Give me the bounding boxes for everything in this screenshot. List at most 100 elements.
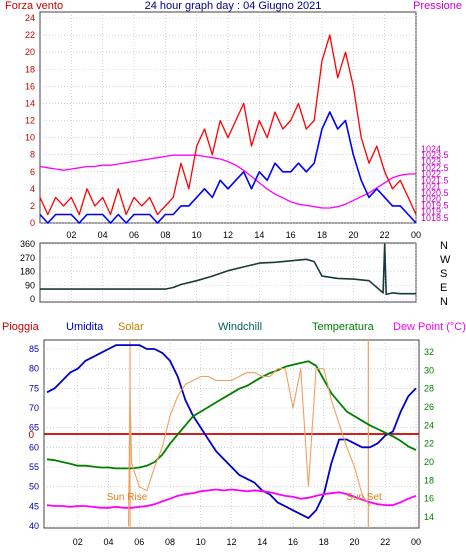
compass-label: N: [440, 240, 448, 252]
y-tick-label: 75: [29, 383, 39, 393]
y-tick-label: 50: [29, 482, 39, 492]
x-tick-label: 14: [257, 537, 267, 547]
y-tick-label: 30: [424, 365, 434, 375]
x-tick-label: 02: [66, 230, 76, 240]
y-tick-label: 2: [30, 201, 35, 211]
rain-value-label: 0: [28, 430, 34, 441]
humidity-line: [46, 344, 417, 519]
y-tick-label: 14: [25, 98, 35, 108]
legend-entry: Temperatura: [312, 321, 375, 333]
x-tick-label: 08: [165, 537, 175, 547]
y-tick-label: 16: [25, 81, 35, 91]
y-tick-label: 1022.5: [421, 163, 449, 173]
sunrise-annotation: Sun Rise: [107, 492, 148, 503]
pressure-line: [39, 154, 416, 209]
x-tick-label: 20: [349, 537, 359, 547]
pressure-axis-label: Pressione: [413, 0, 462, 12]
y-tick-label: 26: [424, 402, 434, 412]
chart-title: 24 hour graph day : 04 Giugno 2021: [145, 0, 322, 12]
temperature-humidity-x-ticks: 02 04 06 08 10 12 14 16 18 20 22 00: [73, 537, 421, 547]
y-tick-label: 55: [29, 462, 39, 472]
sunset-annotation: Sun Set: [346, 492, 382, 503]
y-tick-label: 1023: [421, 156, 441, 166]
y-tick-label: 1024: [421, 144, 441, 154]
compass-label: E: [440, 282, 447, 294]
x-tick-label: 22: [380, 230, 390, 240]
temperature-y-ticks: 14 16 18 20 22 24 26 28 30 32: [424, 347, 434, 522]
y-tick-label: 18: [424, 475, 434, 485]
y-tick-label: 24: [25, 13, 35, 23]
y-tick-label: 65: [29, 423, 39, 433]
x-tick-label: 10: [192, 230, 202, 240]
y-tick-label: 22: [25, 30, 35, 40]
dewpoint-line: [46, 488, 417, 509]
y-tick-label: 1021: [421, 182, 441, 192]
humidity-y-ticks: 40 45 50 55 60 65 70 75 80 85: [29, 344, 39, 531]
x-tick-label: 18: [317, 230, 327, 240]
x-tick-label: 00: [411, 537, 421, 547]
wind_avg-line: [39, 111, 417, 224]
y-tick-label: 16: [424, 494, 434, 504]
wind-direction-line: [40, 243, 416, 296]
wind-pressure-x-ticks: 02 04 06 08 10 12 14 16 18 20 22 00: [66, 230, 421, 240]
y-tick-label: 4: [30, 184, 35, 194]
x-tick-label: 06: [134, 537, 144, 547]
x-tick-label: 12: [223, 230, 233, 240]
y-tick-label: 22: [424, 439, 434, 449]
y-tick-label: 60: [29, 442, 39, 452]
y-tick-label: 1019: [421, 207, 441, 217]
y-tick-label: 1020.5: [421, 188, 449, 198]
y-tick-label: 1021.5: [421, 175, 449, 185]
wind_gust-line: [39, 34, 417, 216]
x-tick-label: 12: [226, 537, 236, 547]
legend-entry: Pioggia: [2, 321, 40, 333]
y-tick-label: 1023.5: [421, 150, 449, 160]
y-tick-label: 85: [29, 344, 39, 354]
x-tick-label: 10: [196, 537, 206, 547]
temperature-humidity-panel: 40 45 50 55 60 65 70 75 80 85 14 16 18 20 22 24 26 28 30 3…: [2, 321, 466, 547]
temperature-line: [46, 360, 417, 470]
y-tick-label: 180: [20, 267, 35, 277]
legend-entry: Solar: [118, 321, 144, 333]
legend-entry: Dew Point (°C): [393, 321, 466, 333]
wind-pressure-grid: [40, 12, 417, 224]
x-tick-label: 02: [73, 537, 83, 547]
compass-label: S: [440, 268, 447, 280]
wind-direction-series: [40, 243, 416, 296]
x-tick-label: 16: [286, 230, 296, 240]
y-tick-label: 1020: [421, 194, 441, 204]
y-tick-label: 12: [25, 116, 35, 126]
y-tick-label: 0: [30, 218, 35, 228]
y-tick-label: 24: [424, 420, 434, 430]
y-tick-label: 0: [30, 294, 35, 304]
legend-entry: Umidita: [66, 321, 104, 333]
y-tick-label: 90: [25, 280, 35, 290]
y-tick-label: 20: [424, 457, 434, 467]
wind-pressure-series: [39, 34, 417, 224]
y-tick-label: 20: [25, 47, 35, 57]
compass-label: N: [440, 296, 448, 308]
wind-force-axis-label: Forza vento: [5, 0, 63, 12]
x-tick-label: 18: [319, 537, 329, 547]
x-tick-label: 00: [411, 230, 421, 240]
wind-direction-y-ticks: 0 90 180 270 360: [20, 239, 35, 304]
x-tick-label: 22: [380, 537, 390, 547]
y-tick-label: 45: [29, 501, 39, 511]
y-tick-label: 270: [20, 253, 35, 263]
x-tick-label: 04: [98, 230, 108, 240]
solar-line: [127, 368, 371, 527]
x-tick-label: 16: [288, 537, 298, 547]
legend: Pioggia Umidita Solar Windchill Temperatura D…: [2, 321, 466, 333]
y-tick-label: 360: [20, 239, 35, 249]
x-tick-label: 08: [160, 230, 170, 240]
legend-entry: Windchill: [218, 321, 262, 333]
y-tick-label: 32: [424, 347, 434, 357]
y-tick-label: 1019.5: [421, 200, 449, 210]
y-tick-label: 70: [29, 403, 39, 413]
